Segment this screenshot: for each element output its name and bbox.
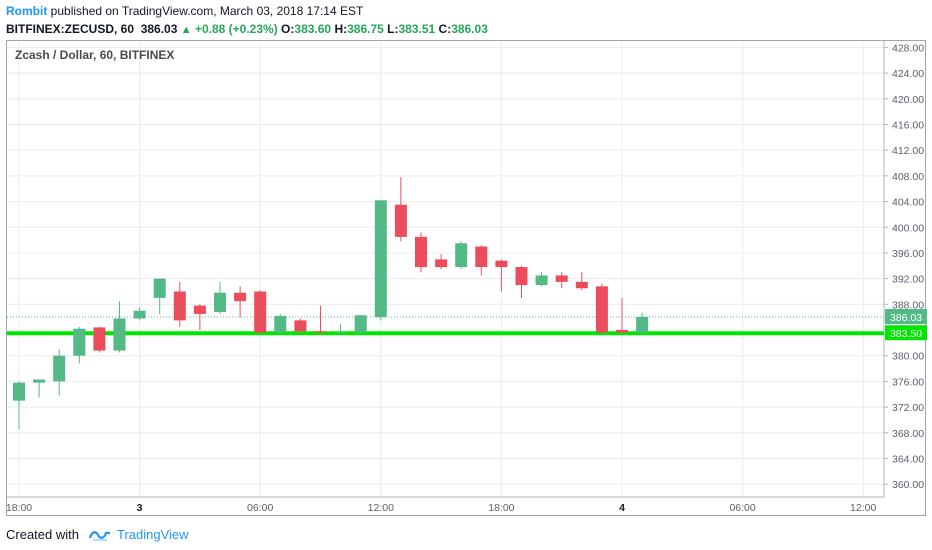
- chart-frame[interactable]: 360.00364.00368.00372.00376.00380.00384.…: [6, 40, 927, 517]
- tradingview-label: TradingView: [116, 526, 189, 542]
- candle-body: [374, 200, 387, 318]
- low-value: 383.51: [398, 22, 436, 36]
- y-tick-label: 400.00: [892, 222, 924, 234]
- candle-body: [636, 316, 649, 333]
- y-tick-label: 372.00: [892, 402, 924, 414]
- y-tick-label: 360.00: [892, 479, 924, 491]
- candle-body: [455, 243, 468, 268]
- candle-body: [314, 331, 327, 333]
- candle-body: [113, 318, 126, 351]
- tradingview-brand[interactable]: TradingView: [88, 526, 189, 542]
- candle-body: [234, 292, 247, 302]
- candle-body: [616, 330, 628, 333]
- up-triangle-icon: ▲: [180, 24, 192, 36]
- y-tick-label: 416.00: [892, 119, 924, 131]
- x-tick-label: 3: [137, 502, 143, 514]
- price-label-box: [885, 308, 927, 324]
- candle-body: [53, 355, 66, 382]
- y-tick-label: 364.00: [892, 453, 924, 465]
- candle-body: [535, 275, 548, 286]
- ohlc-legend: BITFINEX:ZECUSD, 60 386.03 ▲ +0.88 (+0.2…: [6, 21, 926, 38]
- y-tick-label: 380.00: [892, 351, 924, 363]
- candle-body: [254, 291, 267, 333]
- open-label: O:: [281, 22, 295, 36]
- price-change: +0.88 (+0.23%): [194, 22, 278, 36]
- candle-body: [133, 310, 146, 319]
- candle-body: [93, 327, 106, 351]
- candle-body: [595, 286, 608, 333]
- candle-body: [193, 305, 206, 314]
- y-tick-label: 404.00: [892, 197, 924, 209]
- created-with-label: Created with: [6, 526, 79, 542]
- candle-body: [294, 320, 307, 332]
- candle-body: [173, 291, 186, 321]
- tradingview-logo-icon: [88, 531, 110, 541]
- last-price: 386.03: [140, 22, 178, 36]
- candle-body: [33, 379, 46, 383]
- close-value: 386.03: [451, 22, 488, 36]
- price-label-text: 386.03: [890, 312, 922, 324]
- y-tick-label: 408.00: [892, 171, 924, 183]
- y-tick-label: 420.00: [892, 94, 924, 106]
- y-tick-label: 396.00: [892, 248, 924, 260]
- y-tick-label: 392.00: [892, 274, 924, 286]
- footer: Created with TradingView: [6, 520, 926, 548]
- candle-body: [214, 292, 226, 313]
- candle-body: [153, 278, 166, 298]
- y-tick-label: 424.00: [892, 68, 924, 80]
- candle-body: [435, 259, 448, 268]
- y-tick-label: 376.00: [892, 376, 924, 388]
- x-tick-label: 06:00: [247, 502, 273, 514]
- open-value: 383.60: [294, 22, 332, 36]
- candle-body: [13, 382, 25, 401]
- candlestick-chart[interactable]: 360.00364.00368.00372.00376.00380.00384.…: [7, 41, 927, 517]
- symbol-label: BITFINEX:ZECUSD, 60: [6, 22, 135, 36]
- candle-body: [274, 315, 287, 333]
- candle-body: [555, 275, 568, 282]
- x-tick-label: 12:00: [368, 502, 394, 514]
- y-tick-label: 368.00: [892, 428, 924, 440]
- low-label: L:: [387, 22, 399, 36]
- candle-body: [415, 236, 427, 268]
- candle-body: [575, 281, 588, 289]
- candle-body: [334, 331, 347, 333]
- published-text: published on TradingView.com, March 03, …: [50, 4, 364, 18]
- chart-title: Zcash / Dollar, 60, BITFINEX: [15, 48, 174, 62]
- candle-body: [394, 204, 407, 237]
- high-value: 386.75: [347, 22, 384, 36]
- candle-body: [475, 246, 488, 268]
- support-label-box: [885, 325, 927, 341]
- y-tick-label: 412.00: [892, 145, 924, 157]
- candle-body: [515, 267, 528, 286]
- publish-info: Rombit published on TradingView.com, Mar…: [6, 4, 926, 19]
- chart-header: Rombit published on TradingView.com, Mar…: [6, 4, 926, 40]
- close-label: C:: [438, 22, 452, 36]
- author-link[interactable]: Rombit: [6, 4, 48, 18]
- candle-body: [495, 260, 508, 268]
- x-tick-label: 06:00: [729, 502, 755, 514]
- x-tick-label: 12:00: [850, 502, 876, 514]
- x-tick-label: 18:00: [488, 502, 514, 514]
- high-label: H:: [334, 22, 348, 36]
- x-tick-label: 18:00: [7, 502, 32, 514]
- y-tick-label: 388.00: [892, 299, 924, 311]
- candle-body: [73, 328, 86, 356]
- support-label-text: 383.50: [890, 328, 922, 340]
- y-tick-label: 428.00: [892, 42, 924, 54]
- candle-body: [354, 315, 367, 333]
- x-tick-label: 4: [619, 502, 625, 514]
